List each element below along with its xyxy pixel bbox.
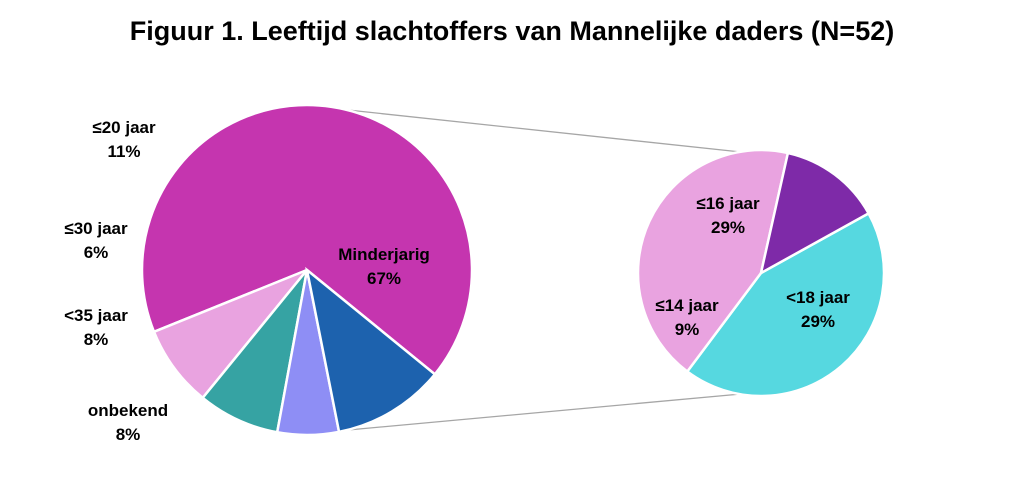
connector-lines (346, 109, 740, 431)
detail-slice-18-jaar (636, 148, 790, 374)
main-slice-minderjarig (140, 103, 474, 377)
detail-pie (636, 148, 886, 398)
main-label-onbekend: onbekend 8% (88, 401, 168, 444)
main-slice-20-jaar (305, 266, 437, 434)
main-label-30-jaar: ≤30 jaar 6% (64, 219, 128, 262)
chart-title: Figuur 1. Leeftijd slachtoffers van Mann… (129, 16, 895, 46)
main-pie (140, 103, 474, 437)
main-label-35-jaar: <35 jaar 8% (64, 306, 128, 349)
detail-label-14-jaar: ≤14 jaar 9% (655, 296, 719, 339)
main-label-20-jaar: ≤20 jaar 11% (92, 118, 156, 161)
connector-line-bottom (346, 393, 740, 431)
connector-line-top (346, 109, 740, 153)
detail-slice-14-jaar (759, 151, 871, 276)
detail-label-18-jaar: <18 jaar 29% (786, 288, 850, 331)
slice-labels: Minderjarig 67% onbekend 8% <35 jaar 8% ≤30 ja… (64, 118, 850, 444)
detail-label-16-jaar: ≤16 jaar 29% (696, 194, 760, 237)
main-label-minderjarig: Minderjarig 67% (338, 245, 430, 288)
detail-slice-16-jaar (685, 211, 886, 398)
